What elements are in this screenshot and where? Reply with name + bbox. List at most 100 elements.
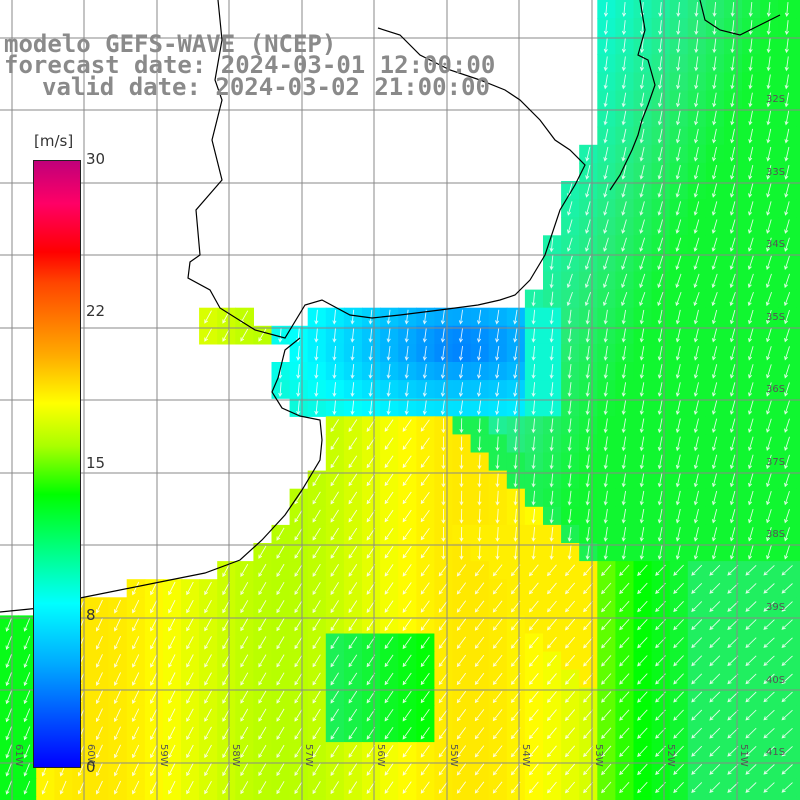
wind-arrow [330, 527, 339, 541]
wind-arrow [675, 436, 681, 452]
wind-arrow [727, 564, 739, 576]
wind-arrow [276, 600, 285, 614]
wind-arrow [730, 110, 735, 126]
wind-arrow [673, 781, 684, 794]
wind-arrow [603, 436, 608, 452]
wind-arrow [766, 328, 772, 343]
wind-arrow [384, 509, 394, 523]
wind-arrow [784, 273, 791, 289]
wind-arrow [5, 780, 13, 795]
wind-arrow [330, 600, 339, 614]
wind-arrow [458, 345, 464, 361]
wind-arrow [621, 92, 627, 108]
wind-arrow [348, 509, 358, 523]
wind-arrow [95, 690, 103, 705]
wind-arrow [477, 418, 482, 434]
wind-arrow [583, 673, 594, 685]
wind-arrow [567, 364, 572, 379]
wind-arrow [748, 382, 754, 397]
wind-arrow [585, 526, 590, 542]
wind-arrow [294, 690, 303, 704]
wind-arrow [639, 327, 645, 343]
wind-arrow [531, 400, 536, 416]
wind-arrow [240, 672, 249, 686]
wind-arrow [222, 726, 230, 741]
wind-arrow [330, 455, 339, 469]
wind-arrow [276, 781, 285, 795]
wind-arrow [528, 691, 539, 704]
wind-arrow [549, 490, 554, 506]
wind-arrow [709, 763, 721, 775]
wind-arrow [763, 655, 775, 667]
wind-arrow [585, 508, 590, 524]
wind-arrow [23, 654, 31, 668]
wind-arrow [603, 92, 609, 108]
wind-arrow [150, 599, 158, 614]
wind-arrow [23, 635, 31, 650]
wind-arrow [567, 327, 572, 343]
wind-arrow [619, 600, 630, 613]
wind-arrow [441, 526, 446, 542]
wind-arrow [420, 727, 430, 740]
wind-arrow [657, 400, 663, 416]
wind-arrow [727, 619, 739, 630]
wind-arrow [222, 563, 230, 578]
wind-arrow [350, 382, 355, 398]
wind-arrow [420, 654, 430, 668]
wind-arrow [675, 508, 681, 524]
wind-arrow [601, 691, 612, 703]
wind-arrow [583, 600, 594, 613]
wind-arrow [314, 345, 319, 361]
wind-arrow [186, 780, 194, 795]
wind-arrow [693, 345, 699, 361]
wind-arrow [492, 727, 503, 740]
wind-arrow [745, 745, 757, 757]
wind-arrow [585, 345, 590, 361]
wind-arrow [711, 364, 718, 379]
wind-arrow [763, 782, 775, 793]
wind-cell [742, 796, 761, 800]
wind-cell [796, 470, 800, 490]
wind-arrow [691, 601, 703, 612]
wind-cell [126, 796, 146, 800]
wind-arrow [619, 763, 630, 776]
wind-arrow [528, 618, 539, 631]
lat-label: 33S [766, 167, 785, 178]
wind-arrow [657, 110, 663, 126]
wind-arrow [348, 437, 358, 451]
wind-arrow [639, 400, 645, 416]
wind-arrow [673, 619, 684, 631]
wind-arrow [240, 636, 249, 650]
wind-arrow [240, 690, 249, 704]
wind-arrow [495, 345, 500, 361]
wind-arrow [765, 255, 772, 270]
wind-arrow [766, 164, 772, 180]
wind-arrow [492, 781, 503, 794]
wind-arrow [386, 364, 391, 379]
wind-arrow [168, 636, 176, 650]
wind-arrow [132, 654, 140, 668]
wind-arrow [766, 364, 772, 379]
wind-arrow [621, 309, 627, 325]
wind-arrow [603, 56, 608, 72]
wind-arrow [59, 780, 67, 795]
wind-arrow [549, 309, 554, 325]
wind-arrow [222, 599, 230, 614]
wind-arrow [492, 582, 503, 595]
wind-arrow [150, 690, 158, 704]
wind-cell [796, 271, 800, 291]
wind-arrow [603, 364, 608, 379]
wind-arrow [657, 273, 664, 289]
wind-arrow [440, 400, 445, 416]
wind-arrow [583, 618, 594, 631]
wind-arrow [763, 746, 775, 757]
wind-arrow [547, 709, 557, 722]
wind-arrow [603, 490, 608, 506]
wind-arrow [420, 564, 430, 577]
wind-arrow [222, 744, 230, 759]
wind-arrow [693, 146, 699, 162]
wind-cell [18, 796, 37, 800]
lon-label: 55W [448, 744, 459, 767]
wind-arrow [784, 255, 790, 270]
wind-arrow [711, 508, 718, 524]
